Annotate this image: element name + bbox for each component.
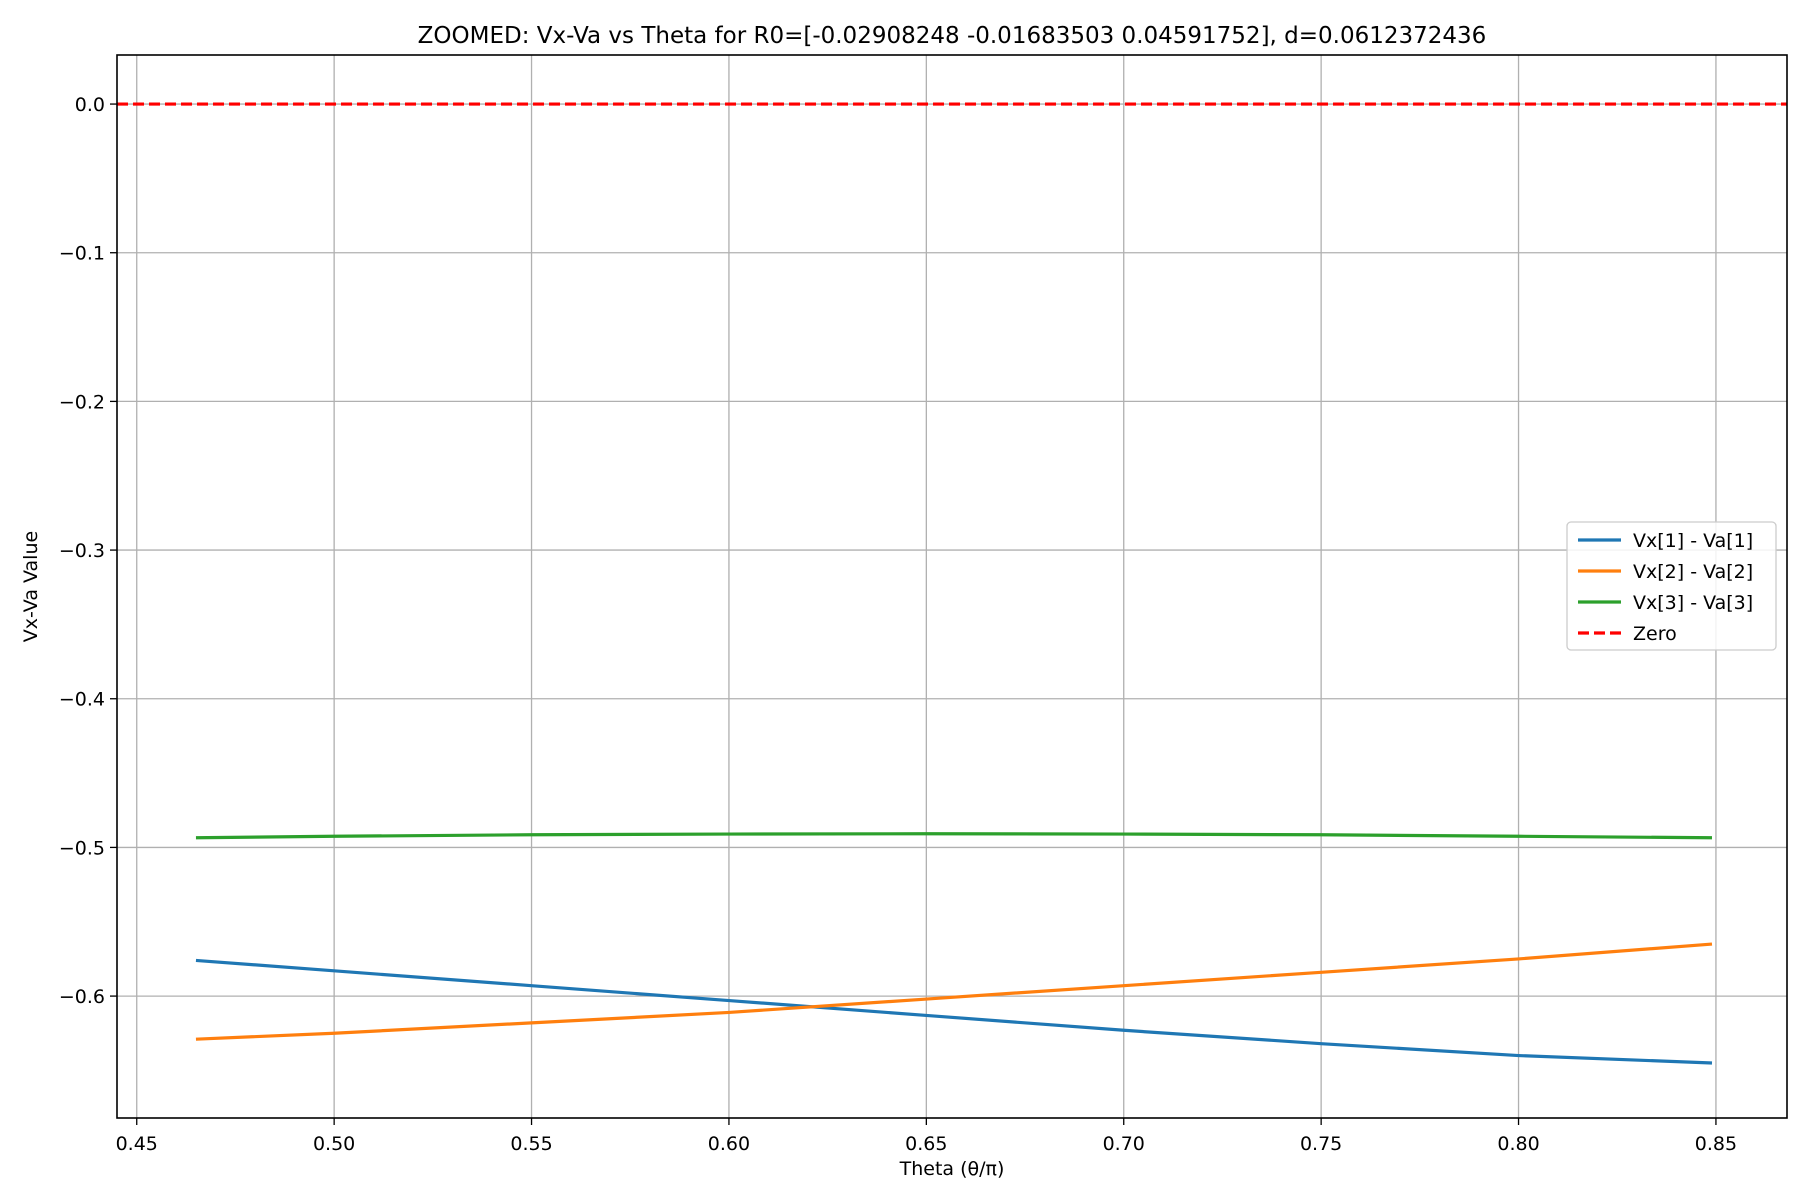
legend: Vx[1] - Va[1] Vx[2] - Va[2] Vx[3] - Va[3] Z…: [1566, 521, 1777, 651]
series-layer: [117, 102, 1787, 1065]
x-tick-label: 0.70: [1103, 1133, 1145, 1155]
y-tick-label: −0.6: [59, 986, 105, 1008]
x-tick-label: 0.85: [1695, 1133, 1737, 1155]
x-tick-label: 0.45: [116, 1133, 158, 1155]
y-tick-label: 0.0: [75, 94, 105, 116]
y-tick-label: −0.3: [59, 540, 105, 562]
legend-label-1: Vx[1] - Va[1]: [1633, 530, 1753, 552]
x-tick-label: 0.60: [708, 1133, 750, 1155]
series-line-3: [195, 832, 1713, 840]
y-tick-label: −0.5: [59, 837, 105, 859]
series-line-2: [195, 942, 1713, 1041]
legend-label-2: Vx[2] - Va[2]: [1633, 561, 1753, 583]
y-tick-label: −0.4: [59, 689, 105, 711]
ticks: 0.45 0.50 0.55 0.60 0.65 0.70 0.75 0.80 0.85 0.0 −…: [59, 94, 1737, 1155]
grid: [117, 55, 1787, 1118]
chart-title: ZOOMED: Vx-Va vs Theta for R0=[-0.029082…: [418, 23, 1487, 49]
x-tick-label: 0.80: [1497, 1133, 1539, 1155]
series-line-1: [195, 958, 1713, 1065]
x-tick-label: 0.65: [905, 1133, 947, 1155]
legend-box: [1566, 521, 1777, 651]
y-axis-title: Vx-Va Value: [20, 531, 42, 642]
x-tick-label: 0.75: [1300, 1133, 1342, 1155]
x-axis-title: Theta (θ/π): [899, 1158, 1005, 1180]
x-tick-label: 0.55: [510, 1133, 552, 1155]
legend-label-3: Vx[3] - Va[3]: [1633, 592, 1753, 614]
x-tick-label: 0.50: [313, 1133, 355, 1155]
y-tick-label: −0.1: [59, 243, 105, 265]
plot-frame: [116, 54, 1788, 1119]
y-tick-label: −0.2: [59, 391, 105, 413]
legend-label-4: Zero: [1633, 623, 1677, 645]
